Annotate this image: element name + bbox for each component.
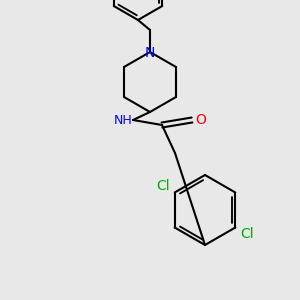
Text: N: N — [145, 46, 155, 60]
Text: Cl: Cl — [240, 227, 254, 241]
Text: Cl: Cl — [157, 179, 170, 193]
Text: NH: NH — [114, 115, 132, 128]
Text: O: O — [196, 113, 206, 127]
